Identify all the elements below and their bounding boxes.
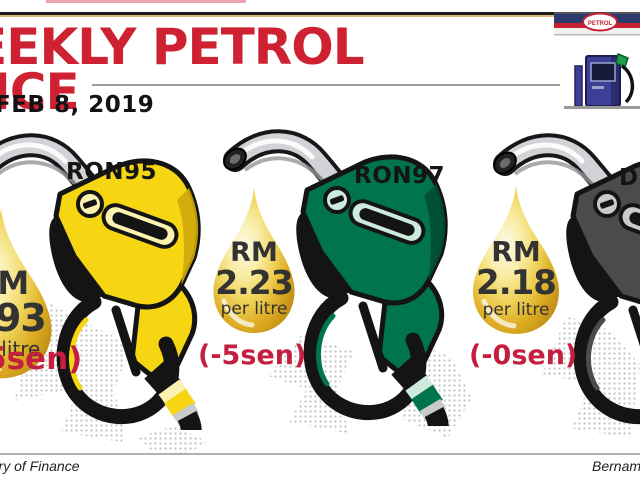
top-gold-line <box>0 15 640 17</box>
credit-label: Bernama <box>592 458 640 474</box>
price-droplet-diesel: RM 2.18 per litre <box>464 183 568 338</box>
station-ground <box>564 106 640 109</box>
unit-ron97: per litre <box>220 298 288 319</box>
price-diesel: 2.18 <box>476 263 557 303</box>
unit-ron95: per litre <box>0 336 41 361</box>
petrol-station-illustration: PETROL <box>554 12 640 109</box>
station-pillar <box>574 65 583 107</box>
station-logo-text: PETROL <box>588 21 613 27</box>
station-pump <box>585 52 635 107</box>
source-label: Ministry of Finance <box>0 458 80 474</box>
price-change-ron95: (-5sen) <box>0 341 83 377</box>
station-logo: PETROL <box>582 12 618 32</box>
page-title-line2: PRICE <box>0 63 80 121</box>
top-red-strip <box>46 0 246 3</box>
station-hose <box>620 64 635 104</box>
pump-label-ron97: RON97 <box>354 163 446 189</box>
currency-ron95: RM <box>0 264 30 302</box>
footer-divider <box>0 453 640 455</box>
price-change-diesel: (-0sen) <box>469 340 578 371</box>
price-ron97: 2.23 <box>215 263 293 302</box>
pump-label-diesel: DIESEL <box>619 165 640 191</box>
price-ron95: 1.93 <box>0 296 47 340</box>
currency-ron97: RM <box>230 237 278 268</box>
halftone-shadow <box>138 426 208 454</box>
date-label: FEB 8, 2019 <box>0 92 155 118</box>
header-divider <box>92 84 560 86</box>
price-droplet-ron97: RM 2.23 per litre <box>205 185 303 337</box>
top-border-line <box>0 12 640 15</box>
pump-label-ron95: RON95 <box>66 159 158 185</box>
page-title-line1: WEEKLY PETROL <box>0 18 365 76</box>
unit-diesel: per litre <box>482 299 550 320</box>
currency-diesel: RM <box>491 235 541 268</box>
price-change-ron97: (-5sen) <box>198 340 307 371</box>
price-droplet-ron95: RM 1.93 per litre <box>0 205 62 383</box>
